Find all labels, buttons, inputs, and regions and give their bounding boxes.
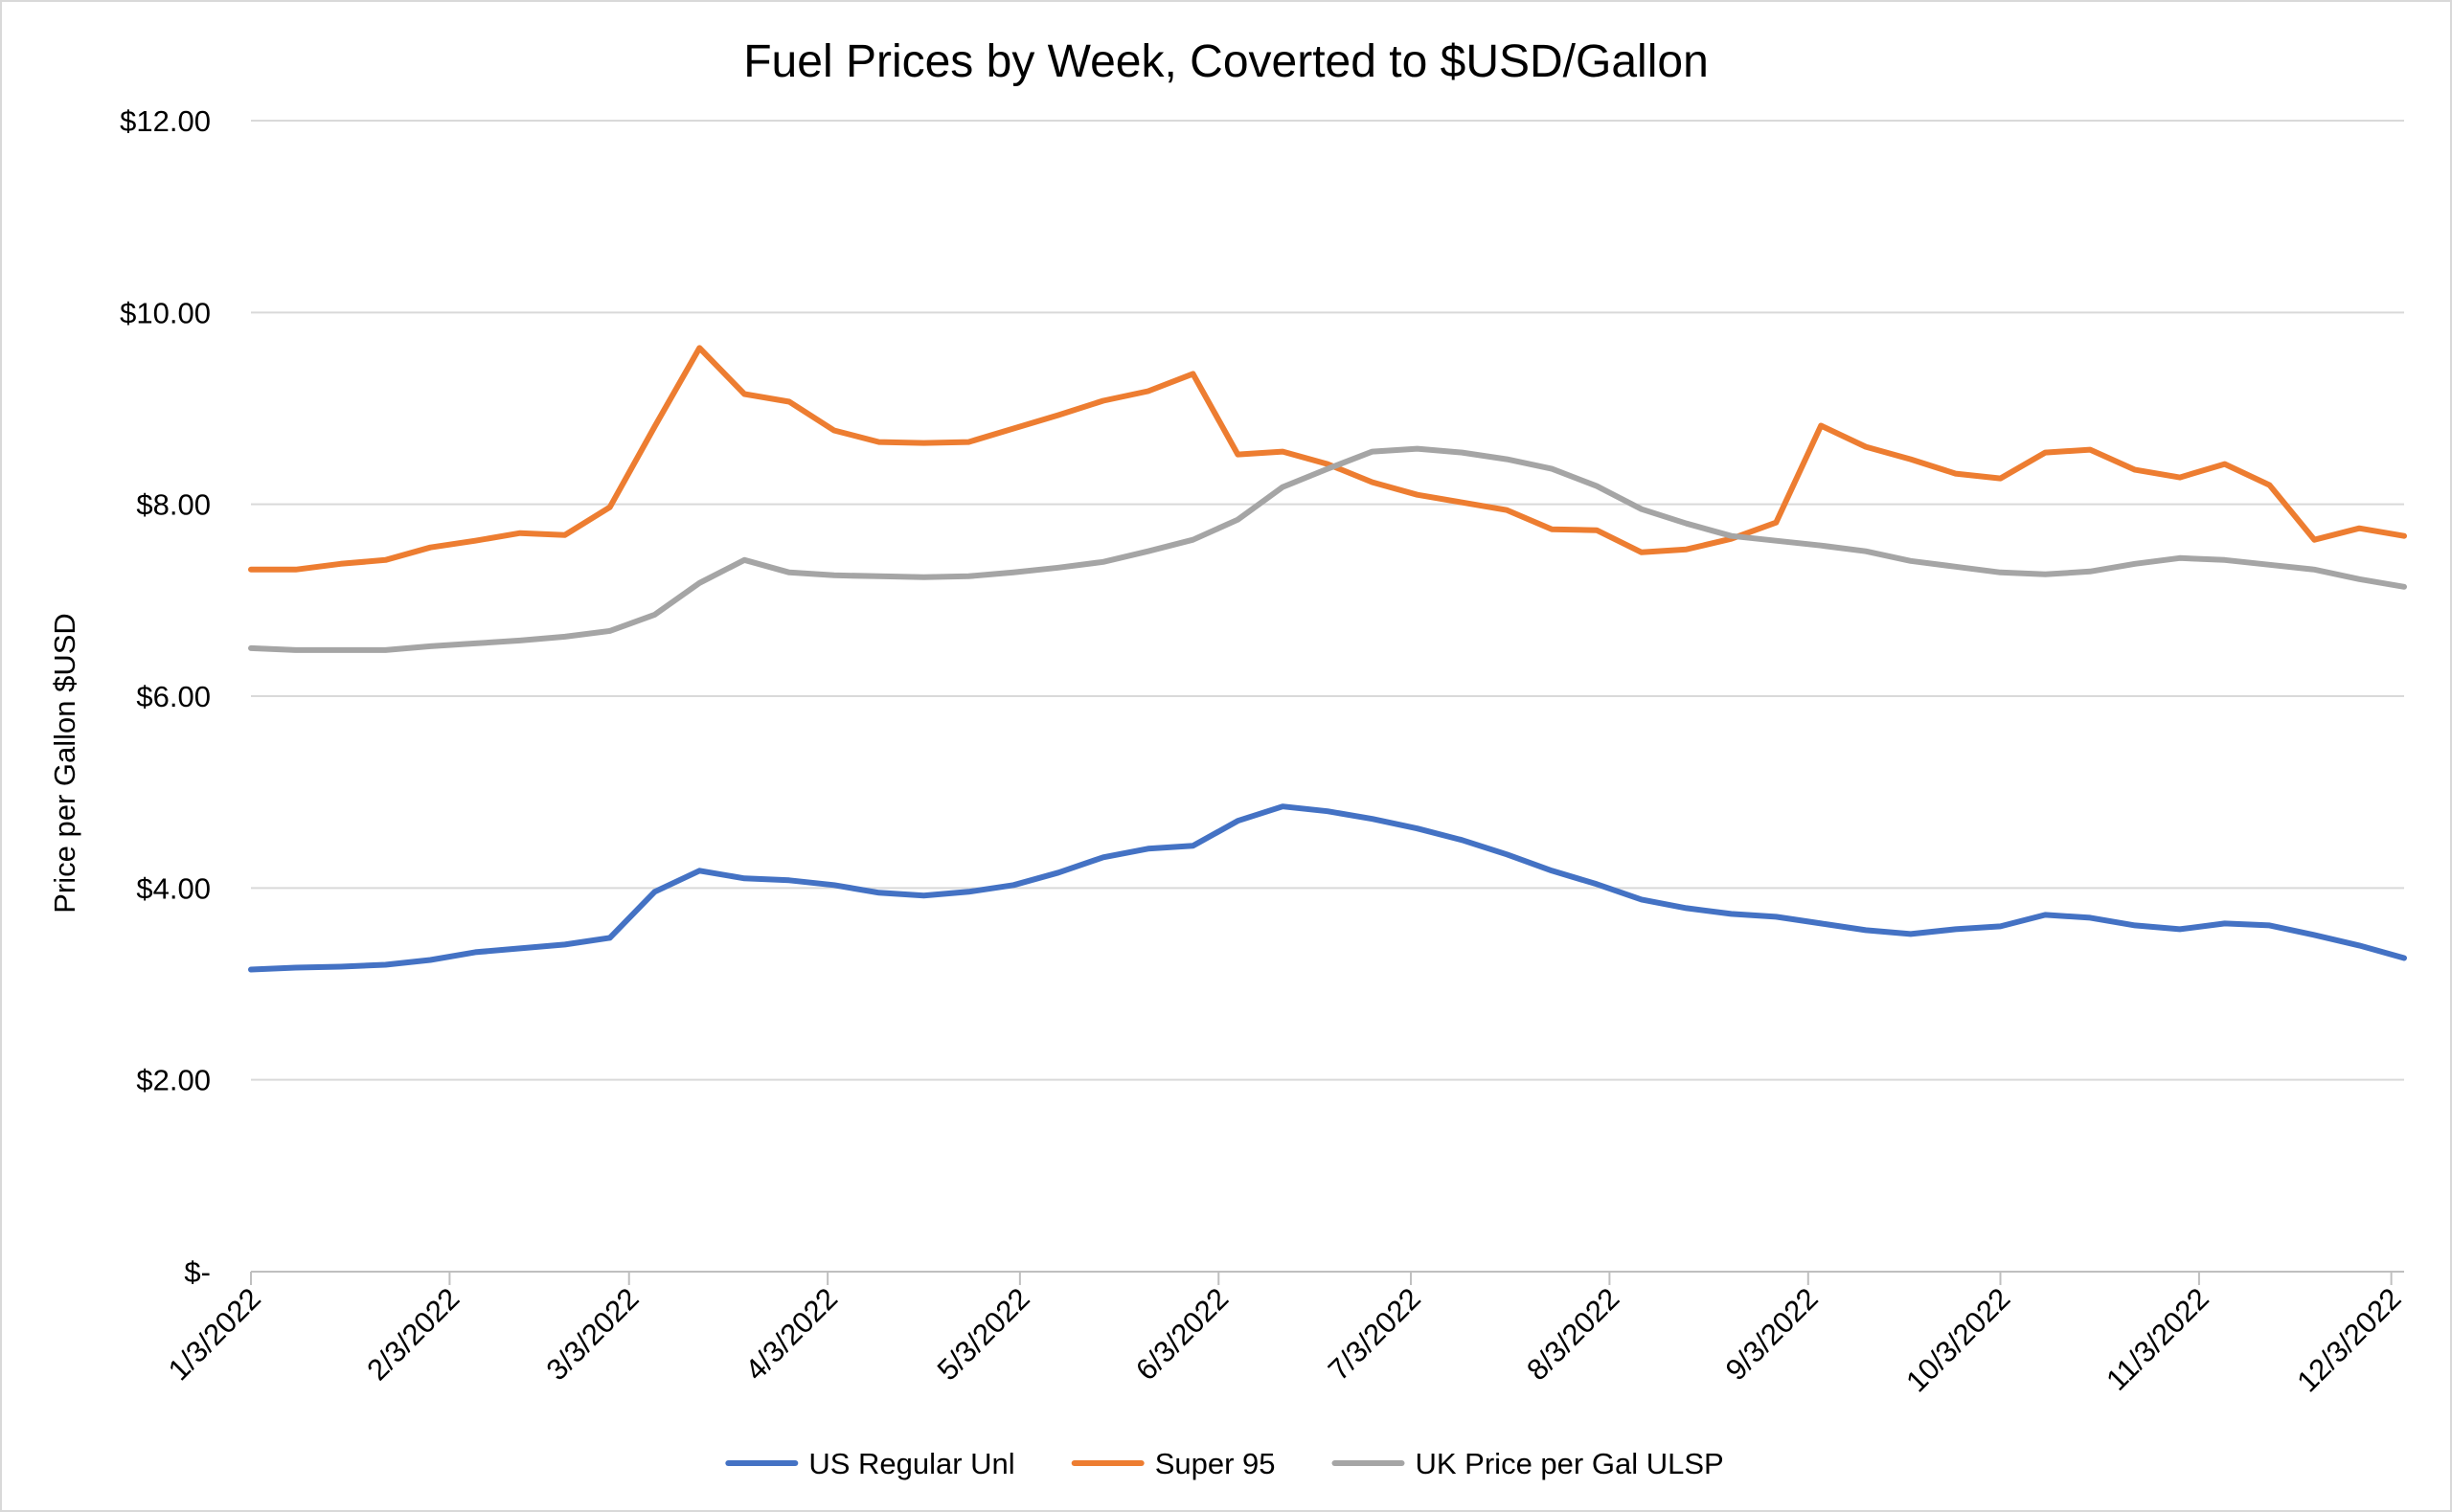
legend-label-2: Super 95: [1155, 1447, 1276, 1480]
y-tick-label: $8.00: [136, 488, 211, 522]
x-tick-label: 9/3/2022: [1719, 1281, 1825, 1387]
series-line-2: [248, 345, 2407, 573]
legend-label-1: US Regular Unl: [808, 1447, 1014, 1480]
gridlines: [251, 120, 2404, 1081]
legend-label-3: UK Price per Gal ULSP: [1416, 1447, 1724, 1480]
x-tick-label: 3/3/2022: [540, 1281, 646, 1387]
y-tick-label: $2.00: [136, 1064, 211, 1097]
x-tick-label: 2/3/2022: [360, 1281, 465, 1387]
x-tick-label: 10/3/2022: [1899, 1281, 2016, 1398]
x-tick-labels: 1/3/2022 2/3/2022 3/3/2022 4/3/2022 5/3/2022…: [162, 1281, 2408, 1398]
series-line-1: [248, 803, 2407, 973]
x-tick-label: 11/3/2022: [2100, 1281, 2215, 1397]
x-tick-label: 12/3/2022: [2290, 1281, 2407, 1398]
x-tick-label: 8/3/2022: [1520, 1281, 1625, 1387]
y-tick-label: $6.00: [136, 680, 211, 713]
y-axis-label: Price per Gallon $USD: [48, 613, 81, 914]
x-tick-label: 6/3/2022: [1129, 1281, 1235, 1387]
y-tick-label: $12.00: [120, 104, 211, 138]
x-tick-label: 1/3/2022: [162, 1281, 267, 1387]
legend: US Regular Unl Super 95 UK Price per Gal U…: [725, 1447, 1724, 1480]
y-tick-labels: $- $2.00 $4.00 $6.00 $8.00 $10.00 $12.00: [120, 104, 211, 1289]
series-line-3: [248, 445, 2407, 653]
y-tick-label: $-: [184, 1255, 211, 1289]
x-tick-label: 4/3/2022: [738, 1281, 844, 1387]
chart-title: Fuel Prices by Week, Coverted to $USD/Ga…: [743, 36, 1709, 87]
axes: [250, 1271, 2404, 1285]
x-tick-label: 7/3/2022: [1322, 1281, 1427, 1387]
series-lines: [248, 345, 2407, 973]
x-tick-label: 5/3/2022: [931, 1281, 1036, 1387]
y-tick-label: $4.00: [136, 871, 211, 905]
y-tick-label: $10.00: [120, 296, 211, 329]
